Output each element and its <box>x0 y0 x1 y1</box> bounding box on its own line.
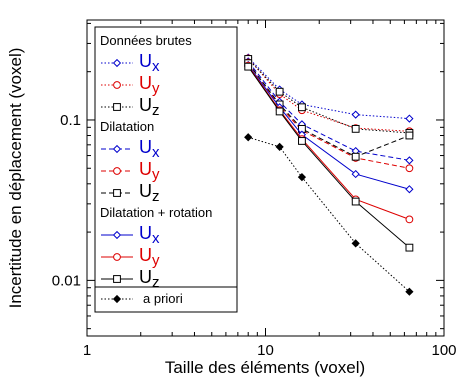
data-point <box>405 215 414 224</box>
legend-swatch-marker <box>112 144 122 154</box>
data-point <box>351 110 360 119</box>
data-point <box>298 137 306 145</box>
series-layer <box>244 53 414 296</box>
x-axis-label: Taille des éléments (voxel) <box>165 358 365 377</box>
data-point <box>351 169 360 179</box>
x-tick-label: 10 <box>257 342 274 359</box>
series-line <box>247 62 410 169</box>
y-tick-label: 0.1 <box>60 112 81 129</box>
legend-label-subscript: y <box>152 80 160 97</box>
x-tick-label: 1 <box>83 342 91 359</box>
data-point <box>275 142 284 151</box>
legend-swatch-marker <box>113 167 121 175</box>
legend-swatch-marker <box>113 81 121 89</box>
axis-ticks: 1 10 100 0.01 0.1 <box>52 20 457 359</box>
x-tick-label: 100 <box>431 342 456 359</box>
series-9 <box>244 133 414 296</box>
y-tick-label: 0.01 <box>52 272 81 289</box>
legend-label: a priori <box>143 291 183 306</box>
data-point <box>351 239 360 248</box>
data-point <box>275 107 284 116</box>
data-point <box>405 164 414 173</box>
series-line <box>247 58 410 132</box>
series-6 <box>244 60 414 194</box>
data-point <box>405 114 414 123</box>
y-axis-label: Incertitude en déplacement (voxel) <box>6 48 25 309</box>
series-line <box>247 58 410 134</box>
series-0 <box>244 53 414 123</box>
legend-label-subscript: z <box>152 102 160 119</box>
legend-swatch-marker <box>113 275 121 283</box>
data-point <box>351 152 360 161</box>
legend-label-subscript: z <box>152 188 160 205</box>
data-point <box>244 133 253 142</box>
data-point <box>351 124 360 133</box>
legend-group-title: Dilatation <box>100 119 154 134</box>
series-3 <box>244 57 414 165</box>
legend: Données brutesUxUyUzDilatationUxUyUzDila… <box>94 26 238 313</box>
legend-label-subscript: x <box>152 230 160 247</box>
data-point <box>405 131 414 140</box>
data-point <box>405 185 414 194</box>
legend-swatch-marker <box>112 294 122 304</box>
data-point <box>275 87 284 96</box>
data-point <box>405 156 414 165</box>
data-point <box>297 173 307 182</box>
series-line <box>247 66 410 249</box>
series-line <box>248 136 410 293</box>
series-8 <box>244 62 414 252</box>
legend-label-subscript: x <box>152 144 160 161</box>
series-line <box>247 57 410 120</box>
legend-label-subscript: y <box>152 252 160 269</box>
data-point <box>405 287 414 296</box>
legend-group-title: Dilatation + rotation <box>100 205 212 220</box>
legend-group-title: Données brutes <box>100 33 192 48</box>
data-point <box>244 62 253 71</box>
legend-swatch-marker <box>113 189 121 197</box>
legend-label-subscript: x <box>152 58 160 75</box>
legend-swatch-marker <box>112 58 122 68</box>
legend-label-subscript: y <box>152 166 160 183</box>
legend-swatch-marker <box>113 103 121 111</box>
data-point <box>298 103 306 112</box>
data-point <box>351 197 360 206</box>
legend-swatch-marker <box>112 230 122 240</box>
data-point <box>405 243 414 252</box>
legend-swatch-marker <box>113 253 121 261</box>
legend-label-subscript: z <box>152 274 160 291</box>
